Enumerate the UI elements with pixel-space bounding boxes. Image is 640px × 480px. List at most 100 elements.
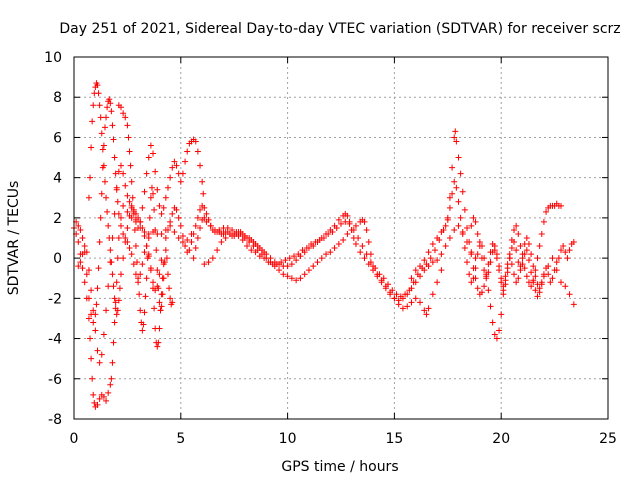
data-point [137,271,144,278]
data-point [493,251,500,258]
data-point [466,271,473,278]
data-point [110,283,117,290]
data-point [363,251,370,258]
data-point [273,261,280,268]
data-point [485,269,492,276]
data-point [335,216,342,223]
data-point [487,259,494,266]
data-point [402,291,409,298]
data-point [124,192,131,199]
data-point [224,224,231,231]
data-point [120,170,127,177]
data-point [491,331,498,338]
data-point [464,224,471,231]
data-point [108,108,115,115]
data-point [194,235,201,241]
data-point [508,237,515,244]
data-point [517,267,524,274]
data-point [314,259,321,266]
data-point [169,164,176,171]
data-point [555,255,562,262]
data-point [308,241,315,248]
data-point [111,319,118,326]
data-point [534,255,541,262]
data-point [239,237,246,244]
data-point [417,263,424,270]
data-point [77,259,84,266]
data-point [164,271,171,278]
data-point [515,259,522,266]
data-point [511,226,518,233]
data-point [114,307,121,314]
data-point [301,271,308,278]
data-point [434,279,441,286]
data-point [357,249,364,256]
data-point [404,303,411,310]
data-point [376,271,383,278]
data-point [472,255,479,262]
data-point [423,261,430,268]
x-tick-label: 15 [385,431,403,447]
data-point [143,243,150,250]
data-point [434,257,441,264]
data-point [513,247,520,254]
data-point [141,309,148,316]
data-point [145,235,152,241]
data-point [197,162,204,169]
data-point [207,222,214,229]
data-point [150,279,157,286]
data-point [190,230,197,237]
data-point [182,243,189,250]
y-tick-label: -8 [48,412,62,428]
data-point [117,162,124,169]
data-point [154,186,161,193]
data-point [157,307,164,314]
data-point [461,206,468,213]
data-point [474,251,481,258]
data-point [139,327,146,334]
data-point [412,295,419,302]
data-point [179,232,186,239]
data-point [151,305,158,312]
axis-ticks [73,56,609,420]
data-point [464,259,471,266]
data-point [151,206,158,213]
data-point [248,247,255,254]
y-axis-label: SDTVAR / TECUs [6,181,22,296]
data-point [94,401,101,408]
data-point [355,235,362,241]
data-point [81,279,88,286]
data-point [438,267,445,274]
data-point [532,287,539,294]
data-point [455,198,462,205]
data-point [393,291,400,298]
data-point [305,267,312,274]
data-point [100,393,107,400]
data-point [182,158,189,165]
data-point [508,245,515,252]
data-point [429,241,436,248]
x-tick-labels: 0 5 10 15 20 25 [70,431,617,447]
data-point [570,301,577,308]
data-point [538,230,545,237]
data-point [391,295,398,302]
data-point [515,275,522,282]
data-point [410,279,417,286]
data-point [111,154,118,161]
data-point [140,321,147,328]
data-point [89,375,96,382]
data-point [538,281,545,288]
data-point [417,299,424,306]
data-point [120,230,127,237]
data-point [205,259,212,266]
data-point [136,291,143,298]
data-point [129,194,136,201]
data-point [96,102,103,109]
data-point [145,253,152,260]
data-point [352,241,359,248]
data-point [278,259,285,266]
data-point [92,327,99,334]
plot-frame [73,56,609,420]
data-point [115,235,122,241]
data-point [342,218,349,225]
